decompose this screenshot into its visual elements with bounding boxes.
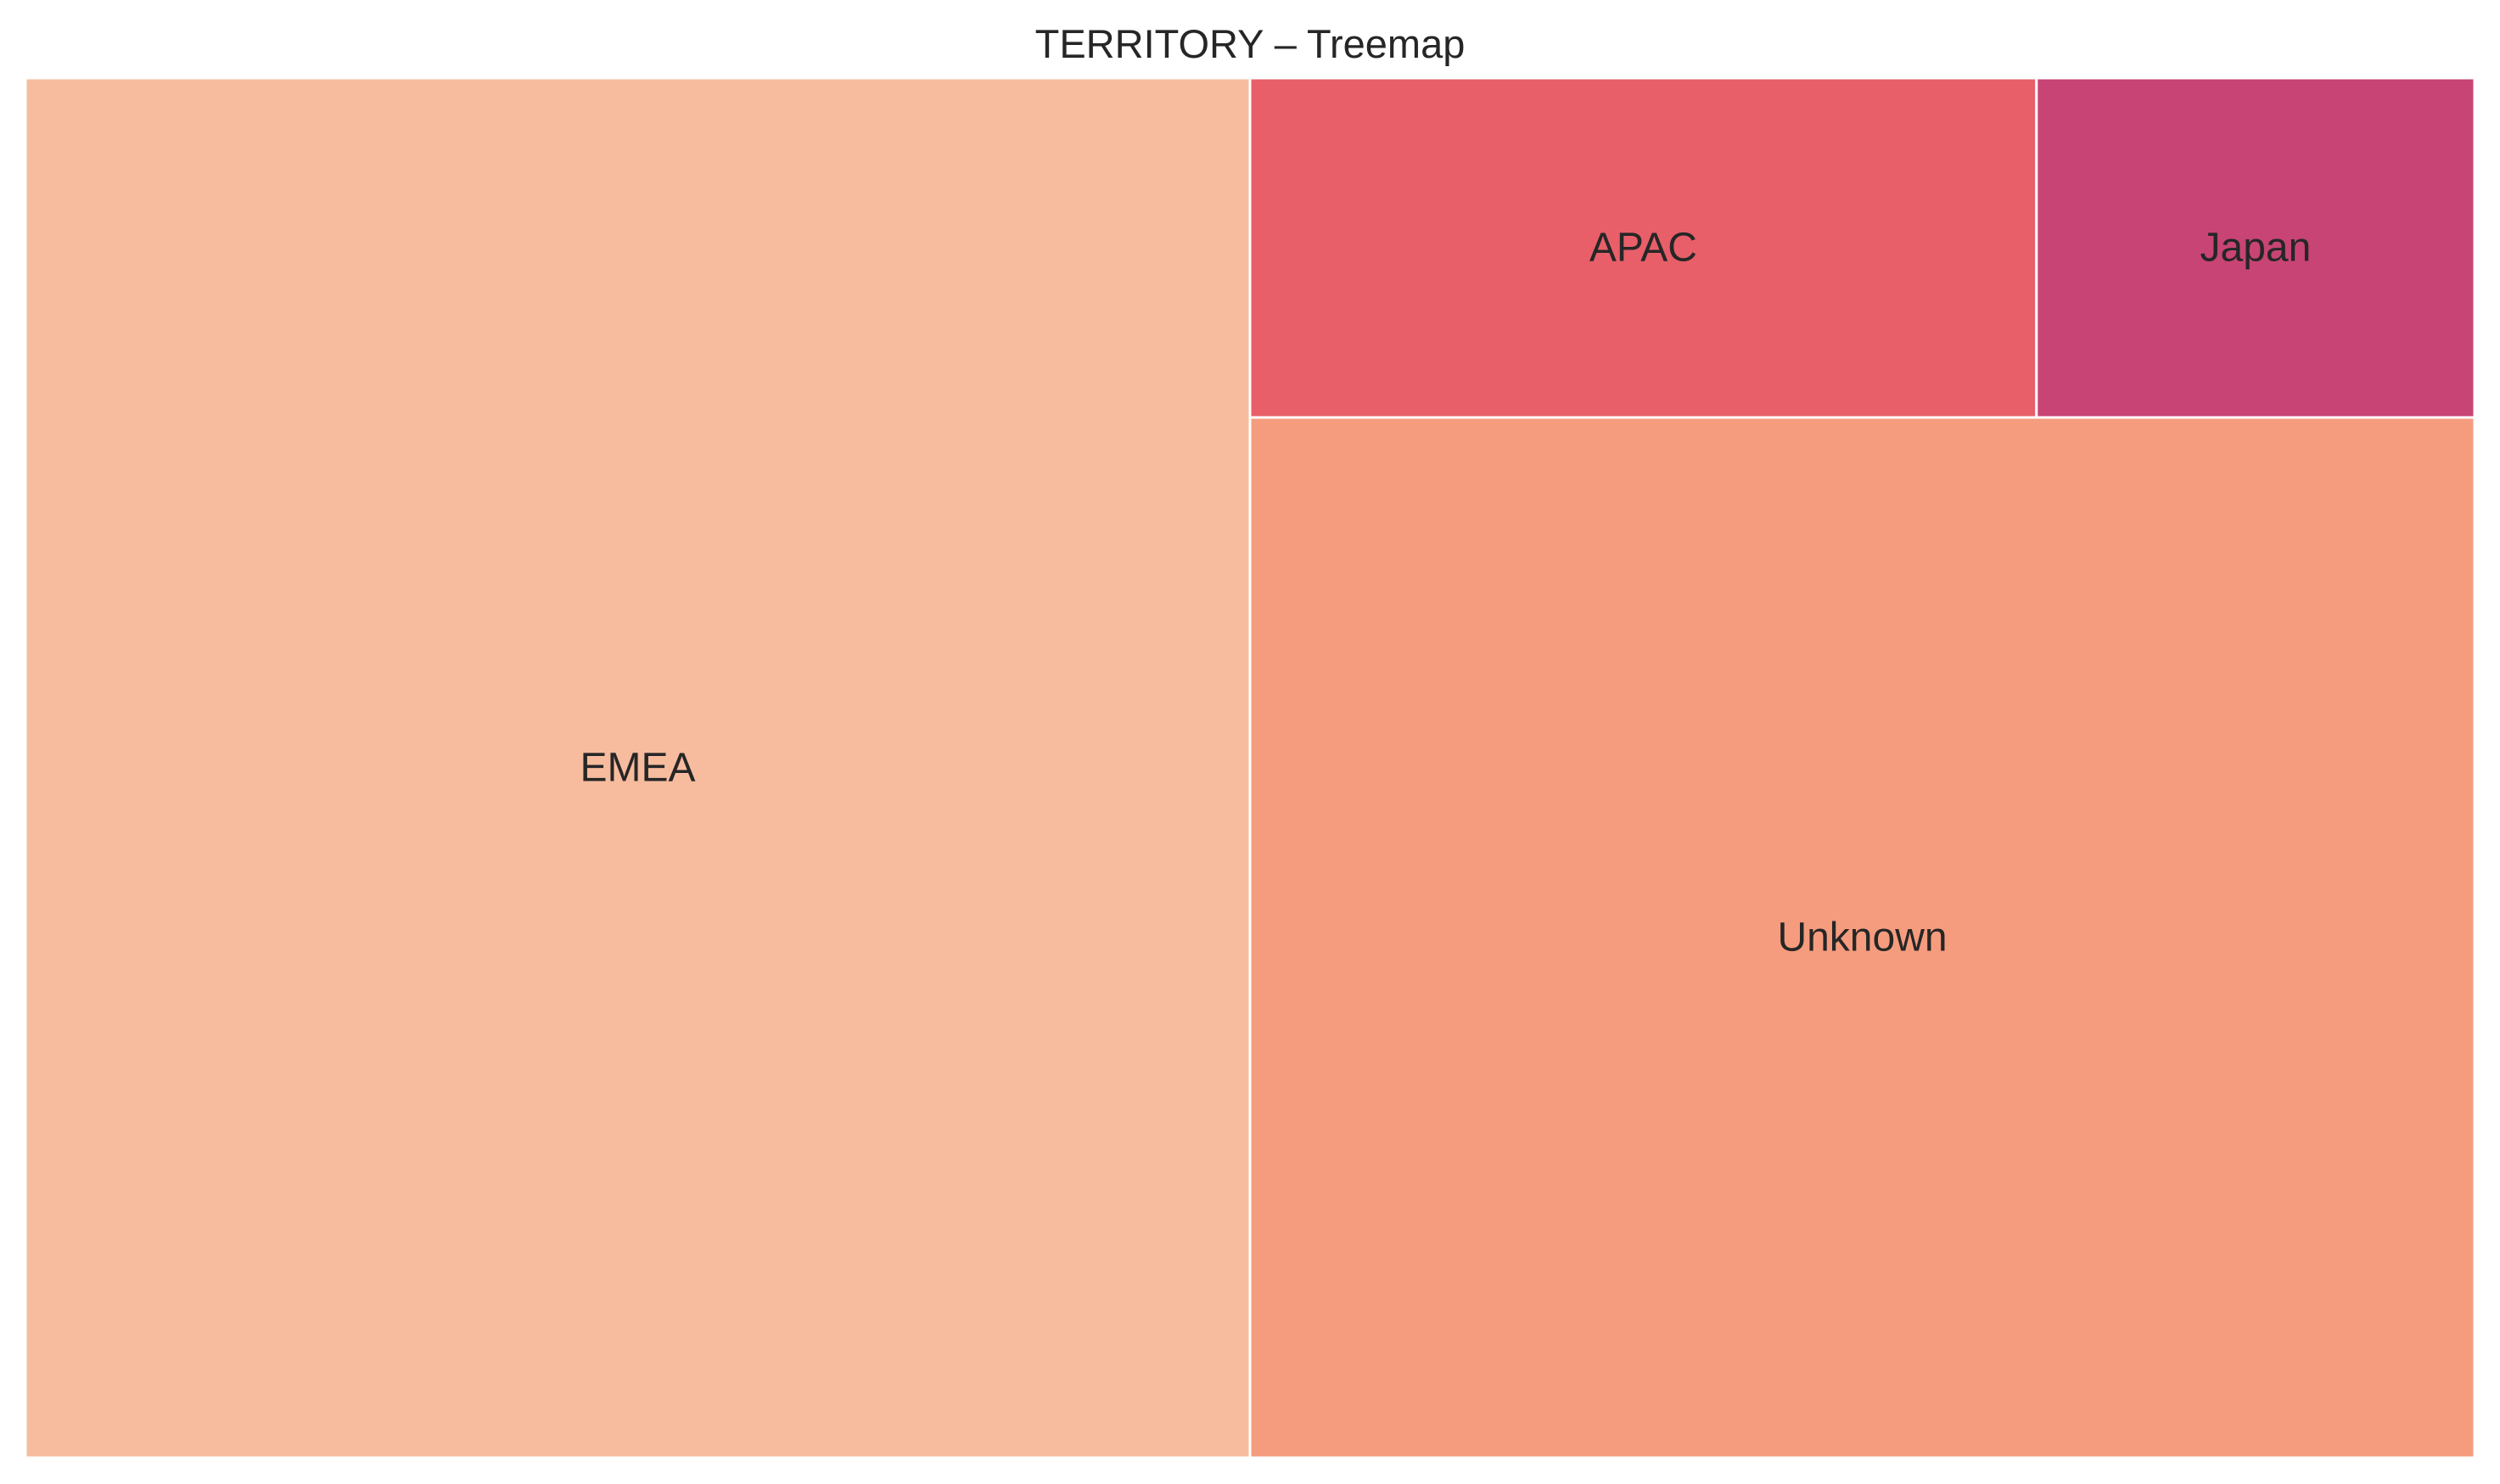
treemap-tile-unknown <box>1248 416 2476 1459</box>
treemap-labels: EMEA APAC Japan Unknown <box>580 225 2311 960</box>
treemap-tiles <box>24 76 2476 1459</box>
treemap-label-japan: Japan <box>2200 225 2312 270</box>
treemap-label-emea: EMEA <box>580 746 695 791</box>
treemap-tile-japan <box>2035 76 2476 419</box>
chart-title: TERRITORY – Treemap <box>1034 21 1466 66</box>
treemap-tile-apac <box>1248 76 2038 419</box>
treemap-label-apac: APAC <box>1589 225 1697 270</box>
treemap-tile-emea <box>24 76 1252 1459</box>
treemap-label-unknown: Unknown <box>1777 915 1947 960</box>
